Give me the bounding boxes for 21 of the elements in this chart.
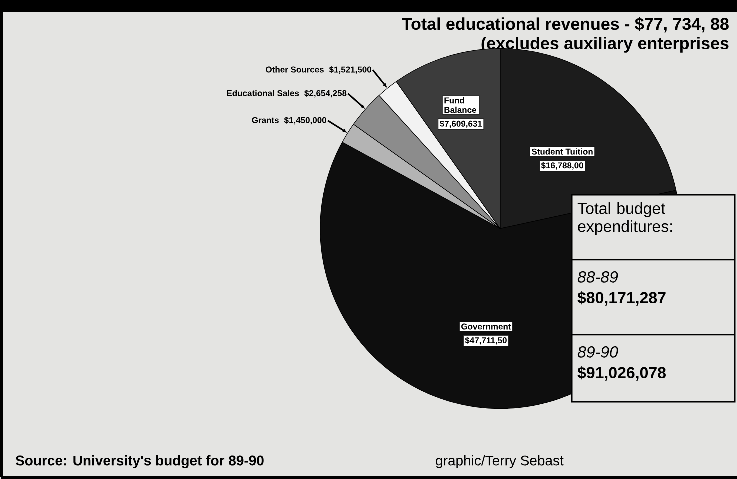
chart-title: Total educational revenues - $77, 734, 88 <box>402 17 729 33</box>
chart-subtitle: (excludes auxiliary enterprises <box>482 37 729 53</box>
text: $91,026,078 <box>578 366 666 381</box>
data-label: $16,788,00 <box>541 162 584 170</box>
slice-label: Government <box>462 324 512 330</box>
slice-label: Fund Balance <box>444 97 476 114</box>
data-label: $1,521,500 <box>329 66 372 74</box>
text: $80,171,287 <box>578 292 666 306</box>
data-label: $1,450,000 <box>284 117 326 125</box>
data-label: $2,654,258 <box>304 90 347 98</box>
text: graphic/Terry Sebast <box>436 455 564 469</box>
text: Total budget expenditures: <box>578 202 672 236</box>
source-note: Source: University's budget for 89-90 <box>16 455 264 469</box>
data-label: $47,711,50 <box>465 337 507 345</box>
text: 88-89 <box>578 272 618 283</box>
data-label: $7,609,631 <box>440 120 482 128</box>
slice-label: Grants <box>252 117 279 124</box>
text: 89-90 <box>578 346 618 358</box>
slice-label: Student Tuition <box>532 148 593 155</box>
slice-label: Educational Sales <box>227 90 300 96</box>
slice-label: Other Sources <box>266 66 324 73</box>
